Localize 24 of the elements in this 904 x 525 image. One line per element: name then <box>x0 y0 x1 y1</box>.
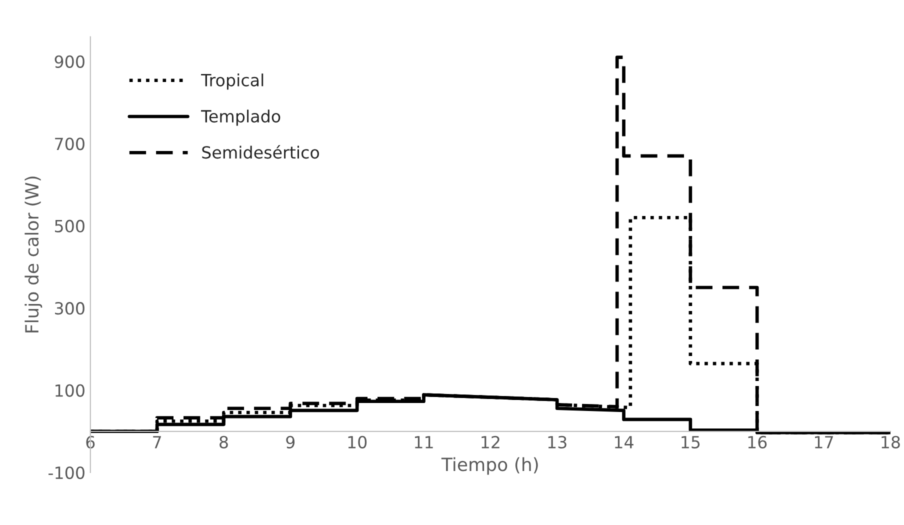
x-tick-label: 15 <box>682 436 700 448</box>
y-tick-label: -100 <box>48 466 84 480</box>
legend-label: Semidesértico <box>202 145 320 159</box>
x-tick-label: 7 <box>153 436 161 448</box>
x-tick-label: 16 <box>748 436 767 448</box>
x-tick-label: 10 <box>348 436 367 448</box>
y-tick-label: 100 <box>56 384 84 397</box>
y-axis-title: Flujo de calor (W) <box>24 176 42 332</box>
x-tick-label: 18 <box>882 436 900 448</box>
x-tick-label: 13 <box>548 436 566 448</box>
x-tick-label: 8 <box>220 436 228 448</box>
legend-label: Templado <box>201 110 280 126</box>
x-tick-label: 17 <box>814 436 833 448</box>
x-tick-label: 9 <box>286 436 295 448</box>
x-tick-label: 12 <box>482 436 500 448</box>
y-tick-label: 300 <box>54 302 84 315</box>
x-tick-label: 14 <box>614 436 634 448</box>
y-tick-label: 900 <box>54 55 84 68</box>
legend-label: Tropical <box>201 74 264 90</box>
x-tick-label: 6 <box>86 436 95 448</box>
x-axis-title: Tiempo (h) <box>441 457 538 475</box>
y-tick-label: 500 <box>55 220 84 232</box>
y-tick-label: 700 <box>55 138 84 150</box>
x-tick-label: 11 <box>414 436 433 448</box>
